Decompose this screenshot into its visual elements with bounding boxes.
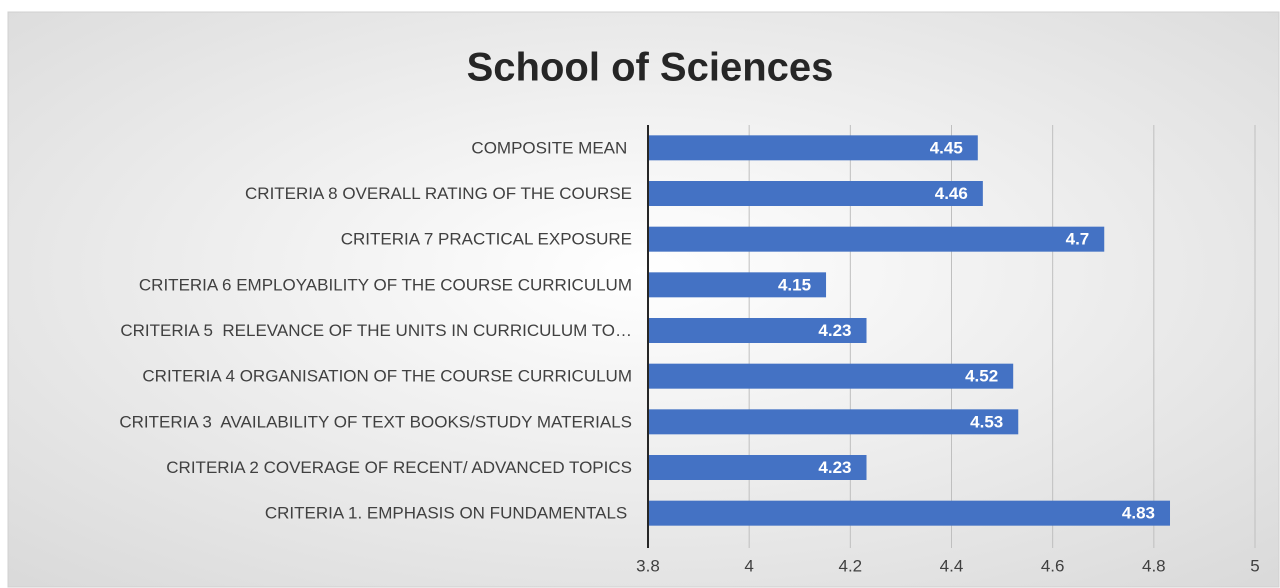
y-tick-label: CRITERIA 3 AVAILABILITY OF TEXT BOOKS/ST… <box>119 412 632 431</box>
x-tick-label: 4.8 <box>1142 556 1166 575</box>
x-tick-label: 4 <box>744 556 753 575</box>
bar <box>649 135 978 161</box>
y-tick-label: CRITERIA 7 PRACTICAL EXPOSURE <box>341 230 632 249</box>
value-label: 4.52 <box>965 367 998 386</box>
value-label: 4.23 <box>818 458 851 477</box>
x-tick-label: 4.6 <box>1041 556 1065 575</box>
y-tick-label: CRITERIA 6 EMPLOYABILITY OF THE COURSE C… <box>139 275 632 294</box>
value-label: 4.23 <box>818 321 851 340</box>
x-tick-label: 5 <box>1250 556 1259 575</box>
y-tick-label: CRITERIA 4 ORGANISATION OF THE COURSE CU… <box>142 367 632 386</box>
y-tick-label: CRITERIA 1. EMPHASIS ON FUNDAMENTALS <box>265 504 632 523</box>
chart-background <box>7 11 1280 588</box>
bar <box>649 226 1105 252</box>
bar <box>649 363 1014 389</box>
chart-title: School of Sciences <box>467 46 834 90</box>
bar <box>649 409 1019 435</box>
bar <box>649 500 1171 526</box>
bar <box>649 272 827 298</box>
y-tick-label: COMPOSITE MEAN <box>471 138 632 157</box>
x-tick-label: 4.2 <box>839 556 863 575</box>
y-tick-label: CRITERIA 8 OVERALL RATING OF THE COURSE <box>245 184 632 203</box>
y-tick-label: CRITERIA 5 RELEVANCE OF THE UNITS IN CUR… <box>120 321 632 340</box>
value-label: 4.7 <box>1066 230 1090 249</box>
bar <box>649 318 867 343</box>
value-label: 4.46 <box>935 184 968 203</box>
bar <box>649 455 867 480</box>
value-label: 4.83 <box>1122 504 1155 523</box>
x-tick-label: 3.8 <box>636 556 660 575</box>
value-label: 4.45 <box>930 138 963 157</box>
value-label: 4.15 <box>778 275 811 294</box>
bar <box>649 181 983 206</box>
value-label: 4.53 <box>970 412 1003 431</box>
x-tick-label: 4.4 <box>940 556 964 575</box>
y-tick-label: CRITERIA 2 COVERAGE OF RECENT/ ADVANCED … <box>166 458 632 477</box>
